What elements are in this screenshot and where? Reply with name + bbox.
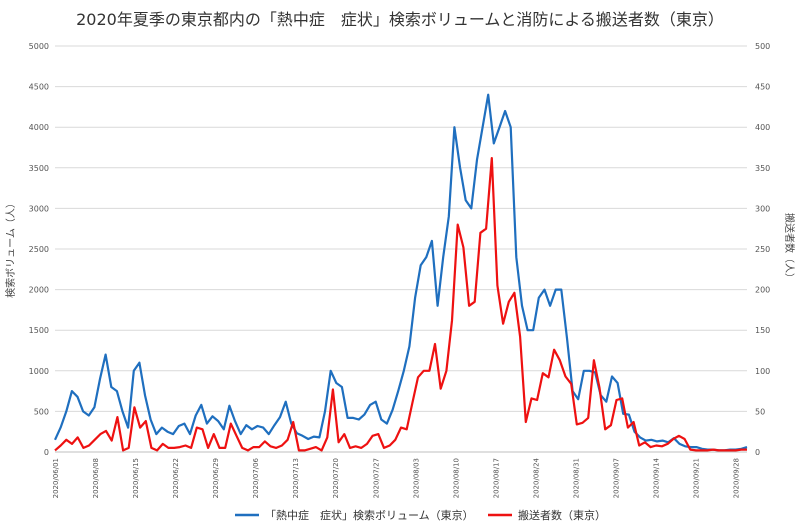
right-tick-label: 250 [755,245,770,254]
left-tick-label: 3500 [29,164,49,173]
left-tick-label: 1500 [29,326,49,335]
x-tick-label: 2020/09/28 [733,458,741,498]
series-line-1 [54,93,748,452]
right-tick-label: 400 [755,123,770,132]
right-axis-ticks: 0 50 100 150 200 250 300 350 400 450 500 [755,42,770,457]
left-tick-label: 4000 [29,123,49,132]
x-tick-label: 2020/08/24 [532,457,540,498]
left-tick-label: 5000 [29,42,49,51]
legend: 「熱中症 症状」検索ボリューム（東京） 搬送者数（東京） [235,508,606,522]
x-tick-label: 2020/06/01 [52,458,60,498]
x-tick-label: 2020/09/14 [652,457,660,498]
right-tick-label: 0 [755,448,760,457]
x-tick-label: 2020/09/21 [693,458,701,498]
right-tick-label: 50 [755,407,765,416]
left-tick-label: 2000 [29,286,49,295]
x-tick-label: 2020/06/08 [92,458,100,498]
left-tick-label: 500 [34,407,49,416]
right-tick-label: 450 [755,83,770,92]
x-tick-label: 2020/06/29 [212,458,220,498]
x-tick-label: 2020/06/22 [172,458,180,498]
left-tick-label: 0 [44,448,49,457]
x-tick-label: 2020/07/20 [332,458,340,498]
x-tick-label: 2020/07/13 [292,458,300,498]
grid-lines [55,45,747,453]
x-tick-label: 2020/08/17 [492,458,500,498]
x-tick-label: 2020/09/07 [612,458,620,498]
right-tick-label: 200 [755,286,770,295]
legend-label-2: 搬送者数（東京） [518,508,606,522]
left-tick-label: 4500 [29,83,49,92]
series-lines [54,93,748,452]
right-tick-label: 500 [755,42,770,51]
x-tick-label: 2020/07/27 [372,458,380,498]
right-tick-label: 300 [755,204,770,213]
series-line-2 [54,157,747,452]
right-tick-label: 350 [755,164,770,173]
left-tick-label: 3000 [29,204,49,213]
left-axis-title: 検索ボリューム（人） [4,198,17,298]
x-tick-label: 2020/07/06 [252,457,260,498]
legend-label-1: 「熱中症 症状」検索ボリューム（東京） [265,508,474,522]
left-tick-label: 2500 [29,245,49,254]
right-tick-label: 150 [755,326,770,335]
x-tick-label: 2020/06/15 [132,458,140,498]
x-tick-label: 2020/08/31 [572,458,580,498]
chart-title: 2020年夏季の東京都内の「熱中症 症状」検索ボリュームと消防による搬送者数（東… [76,10,724,29]
right-tick-label: 100 [755,367,770,376]
left-axis-ticks: 0 500 1000 1500 2000 2500 3000 3500 4000 4500 5000 [29,42,49,457]
x-tick-label: 2020/08/10 [452,458,460,498]
x-tick-label: 2020/08/03 [412,458,420,498]
right-axis-title: 搬送者数（人） [783,213,796,283]
left-tick-label: 1000 [29,367,49,376]
x-axis-ticks: 2020/06/01 2020/06/08 2020/06/15 2020/06/22… [52,457,741,498]
